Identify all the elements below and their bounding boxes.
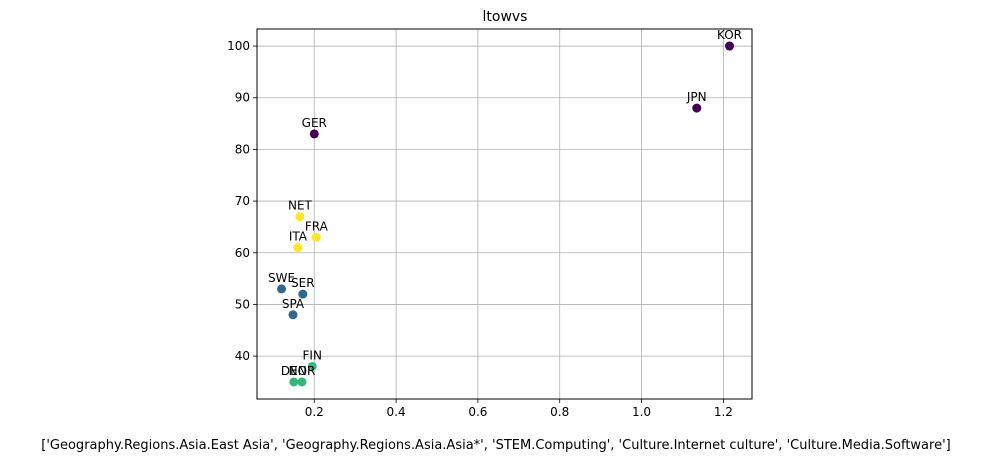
point-label-spa: SPA — [282, 297, 305, 311]
data-point-kor — [725, 41, 734, 51]
data-point-spa — [288, 310, 298, 320]
x-axis-ticks: 0.2 0.4 0.6 0.8 1.0 1.2 — [305, 399, 733, 419]
data-point-fin — [307, 361, 317, 371]
point-label-jpn: JPN — [686, 90, 707, 104]
y-tick-label: 60 — [235, 246, 250, 260]
point-label-swe: SWE — [268, 271, 295, 285]
point-label-fin: FIN — [303, 348, 322, 362]
data-points — [277, 41, 734, 387]
y-tick-label: 40 — [235, 349, 250, 363]
x-tick-label: 0.6 — [468, 405, 487, 419]
data-point-ger — [309, 129, 319, 139]
data-point-net — [295, 212, 305, 222]
data-point-jpn — [692, 103, 702, 113]
y-tick-label: 90 — [235, 91, 250, 105]
x-tick-label: 0.8 — [550, 405, 569, 419]
x-tick-label: 0.2 — [305, 405, 324, 419]
y-tick-label: 80 — [235, 142, 250, 156]
y-tick-label: 100 — [227, 39, 250, 53]
data-point-ser — [298, 289, 308, 299]
x-tick-label: 0.4 — [387, 405, 406, 419]
data-point-den — [289, 377, 299, 387]
data-point-nor — [297, 377, 307, 387]
plot-frame — [256, 28, 753, 400]
x-tick-label: 1.0 — [632, 405, 651, 419]
grid-lines — [257, 29, 752, 399]
x-axis-label: ['Geography.Regions.Asia.East Asia', 'Ge… — [41, 438, 951, 453]
point-label-fra: FRA — [305, 219, 329, 233]
point-label-ser: SER — [291, 276, 315, 290]
data-point-swe — [277, 284, 287, 294]
data-point-fra — [311, 232, 321, 242]
y-tick-label: 70 — [235, 194, 250, 208]
y-axis-ticks: 40 50 60 70 80 90 100 — [227, 39, 257, 363]
point-label-net: NET — [288, 199, 313, 213]
point-label-ger: GER — [302, 116, 327, 130]
point-label-kor: KOR — [717, 28, 742, 42]
point-label-nor: NOR — [289, 364, 316, 378]
point-label-den: DEN — [281, 364, 307, 378]
y-tick-label: 50 — [235, 297, 250, 311]
x-tick-label: 1.2 — [714, 405, 733, 419]
data-point-ita — [293, 243, 303, 253]
point-label-ita: ITA — [289, 230, 308, 244]
chart-title: ltowvs — [483, 9, 528, 25]
